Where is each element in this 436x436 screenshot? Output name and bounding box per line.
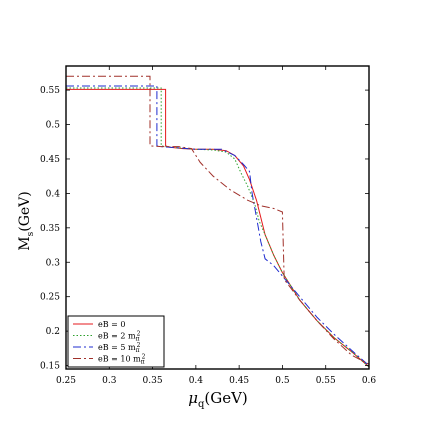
x-tick-label: 0.4	[189, 376, 204, 386]
legend-label-3: eB = 5 mπ2	[98, 342, 141, 354]
x-tick-label: 0.6	[362, 376, 377, 386]
y-axis-label-unit: (GeV)	[17, 191, 33, 232]
legend-label-1: eB = 0	[98, 320, 126, 329]
x-axis-label-unit: (GeV)	[204, 389, 247, 407]
y-tick-label: 0.3	[46, 258, 61, 268]
legend-label-2: eB = 2 mπ2	[98, 331, 141, 343]
x-tick-label: 0.35	[143, 376, 163, 386]
legend-label-4: eB = 10 mπ2	[98, 354, 146, 366]
x-tick-label: 0.5	[275, 376, 290, 386]
x-tick-label: 0.25	[56, 376, 76, 386]
x-axis-label: μq(GeV)	[188, 389, 248, 410]
y-tick-label: 0.5	[46, 121, 61, 131]
x-tick-label: 0.45	[229, 376, 249, 386]
y-axis-label-subscript: s	[26, 231, 36, 236]
plot-frame	[65, 65, 370, 370]
series-line-4	[66, 75, 369, 365]
series-layer	[66, 75, 369, 368]
series-line-3	[66, 85, 369, 366]
y-tick-label: 0.2	[46, 327, 60, 337]
y-tick-label: 0.35	[40, 224, 60, 234]
x-axis-label-symbol: μ	[188, 389, 198, 407]
y-tick-label: 0.45	[40, 155, 60, 165]
y-tick-label: 0.15	[40, 362, 60, 372]
y-tick-label: 0.25	[40, 293, 60, 303]
x-axis-label-subscript: q	[198, 399, 205, 410]
x-tick-label: 0.3	[102, 376, 117, 386]
y-tick-label: 0.55	[40, 86, 60, 96]
y-axis-label: Ms(GeV)	[17, 191, 36, 250]
y-axis-label-symbol: M	[17, 236, 33, 250]
y-tick-label: 0.4	[46, 189, 61, 199]
x-tick-label: 0.55	[316, 376, 336, 386]
